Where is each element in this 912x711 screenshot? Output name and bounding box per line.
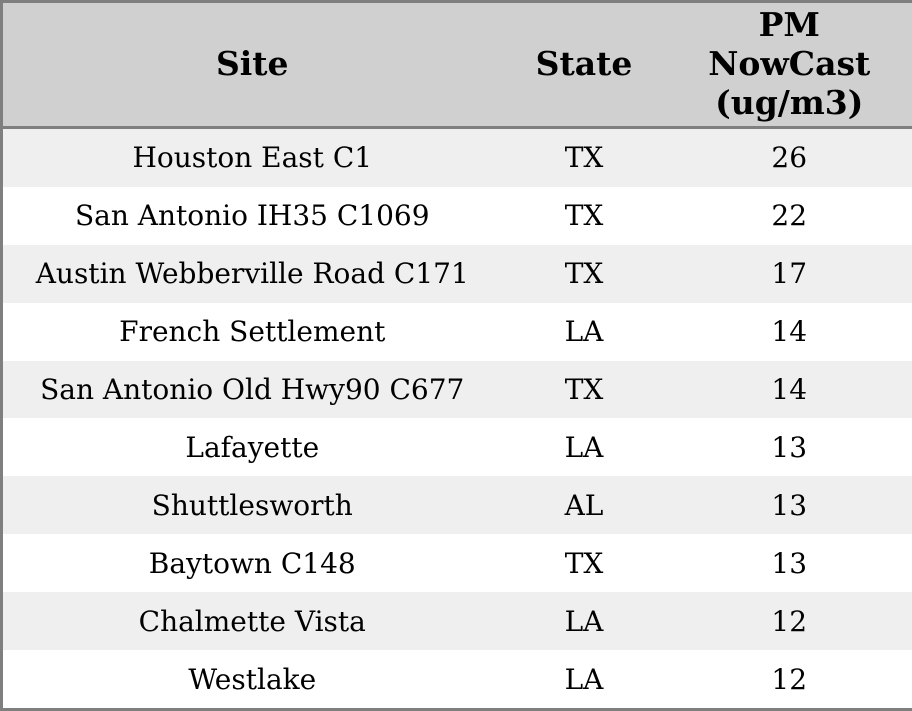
column-header-pm-nowcast-label: PM NowCast (ug/m3): [708, 5, 871, 122]
state-cell: TX: [564, 141, 604, 175]
value-cell: 14: [771, 373, 808, 407]
site-cell: Houston East C1: [132, 141, 373, 175]
table-row: Austin Webberville Road C171 TX 17: [1, 244, 912, 303]
table-row: Shuttlesworth AL 13: [1, 476, 912, 535]
site-cell: San Antonio IH35 C1069: [74, 199, 430, 233]
site-cell: Austin Webberville Road C171: [35, 257, 469, 291]
table-row: Houston East C1 TX 26: [1, 127, 912, 187]
state-cell: LA: [564, 604, 604, 638]
table-row: Westlake LA 12: [1, 650, 912, 710]
site-cell: Lafayette: [185, 430, 320, 464]
value-cell: 17: [771, 257, 808, 291]
table-header: Site State PM NowCast (ug/m3): [1, 1, 912, 129]
table-row: Lafayette LA 13: [1, 418, 912, 477]
table-row: French Settlement LA 14: [1, 302, 912, 361]
table-body: Houston East C1 TX 26 San Antonio IH35 C…: [1, 127, 912, 710]
column-header-site: Site: [1, 1, 502, 129]
site-cell: Shuttlesworth: [151, 488, 353, 522]
state-cell: TX: [564, 546, 604, 580]
table-row: Baytown C148 TX 13: [1, 534, 912, 593]
site-cell: French Settlement: [119, 315, 386, 349]
value-cell: 22: [771, 199, 808, 233]
table-row: Chalmette Vista LA 12: [1, 592, 912, 651]
value-cell: 13: [771, 430, 808, 464]
value-cell: 12: [771, 604, 808, 638]
table-row: San Antonio IH35 C1069 TX 22: [1, 186, 912, 245]
value-cell: 26: [771, 141, 808, 175]
state-cell: AL: [564, 488, 604, 522]
state-cell: LA: [564, 662, 604, 696]
value-cell: 13: [771, 546, 808, 580]
table-row: San Antonio Old Hwy90 C677 TX 14: [1, 360, 912, 419]
column-header-state: State: [501, 1, 667, 129]
header-row: Site State PM NowCast (ug/m3): [1, 1, 912, 129]
value-cell: 14: [771, 315, 808, 349]
state-cell: TX: [564, 257, 604, 291]
site-cell: San Antonio Old Hwy90 C677: [40, 373, 465, 407]
state-cell: LA: [564, 315, 604, 349]
site-cell: Chalmette Vista: [138, 604, 366, 638]
site-cell: Baytown C148: [148, 546, 356, 580]
state-cell: TX: [564, 199, 604, 233]
value-cell: 12: [771, 662, 808, 696]
column-header-pm-nowcast: PM NowCast (ug/m3): [666, 1, 912, 129]
state-cell: TX: [564, 373, 604, 407]
value-cell: 13: [771, 488, 808, 522]
site-cell: Westlake: [188, 662, 317, 696]
state-cell: LA: [564, 430, 604, 464]
